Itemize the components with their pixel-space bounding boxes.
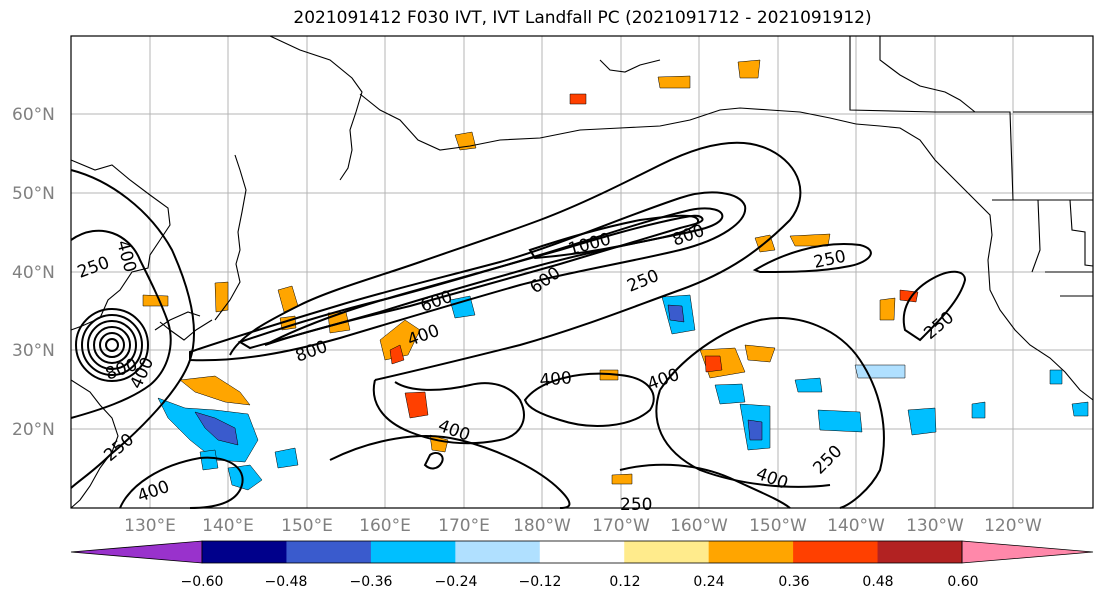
colorbar-tick: −0.24 [435, 574, 478, 590]
lat-label: 40°N [12, 263, 55, 283]
colorbar-tick: 0.12 [609, 574, 640, 590]
pc-filled-patches [142, 59, 1089, 491]
colorbar-segment [539, 541, 625, 563]
lon-label: 170°E [438, 516, 490, 536]
lon-label: 150°E [281, 516, 333, 536]
lon-label: 140°E [202, 516, 254, 536]
lon-label: 150°W [749, 516, 807, 536]
colorbar-segment [793, 541, 879, 563]
contour-label: 400 [539, 368, 573, 391]
colorbar-tick: 0.60 [947, 574, 978, 590]
lon-label: 140°W [827, 516, 885, 536]
lon-label: 160°W [670, 516, 728, 536]
map-border [70, 35, 1094, 509]
colorbar-extend-max [961, 540, 1094, 564]
coastlines [70, 35, 1094, 509]
colorbar-tick: −0.48 [265, 574, 308, 590]
colorbar-tick-labels: −0.60 −0.48 −0.36 −0.24 −0.12 0.12 0.24 … [181, 574, 979, 590]
latitude-labels: 60°N 50°N 40°N 30°N 20°N [12, 105, 55, 440]
lat-label: 30°N [12, 341, 55, 361]
colorbar-tick: 0.48 [862, 574, 893, 590]
lon-label: 120°W [984, 516, 1042, 536]
colorbar-tick: −0.60 [181, 574, 224, 590]
gridlines [71, 36, 1093, 508]
colorbar-frame [201, 540, 963, 564]
map-title: 2021091412 F030 IVT, IVT Landfall PC (20… [293, 8, 872, 28]
colorbar-segment [708, 541, 794, 563]
colorbar-segment [455, 541, 541, 563]
ivt-contours [70, 141, 967, 509]
colorbar-tick: −0.36 [350, 574, 393, 590]
lat-label: 50°N [12, 184, 55, 204]
lon-label: 170°W [592, 516, 650, 536]
longitude-labels: 130°E 140°E 150°E 160°E 170°E 180°W 170°… [124, 516, 1042, 536]
lon-label: 180°W [513, 516, 571, 536]
colorbar-segment [286, 541, 372, 563]
colorbar-tick: 0.24 [693, 574, 724, 590]
colorbar-tick: −0.12 [519, 574, 562, 590]
colorbar-segment [202, 541, 287, 563]
lat-label: 20°N [12, 420, 55, 440]
lon-label: 160°E [359, 516, 411, 536]
colorbar-tick: 0.36 [778, 574, 809, 590]
lon-label: 130°W [906, 516, 964, 536]
contour-label: 250 [620, 495, 652, 515]
colorbar-segment [370, 541, 456, 563]
colorbar-segment [624, 541, 710, 563]
lon-label: 130°E [124, 516, 176, 536]
colorbar [70, 540, 1094, 564]
colorbar-extend-min [70, 540, 203, 564]
colorbar-segment [877, 541, 963, 563]
lat-label: 60°N [12, 105, 55, 125]
